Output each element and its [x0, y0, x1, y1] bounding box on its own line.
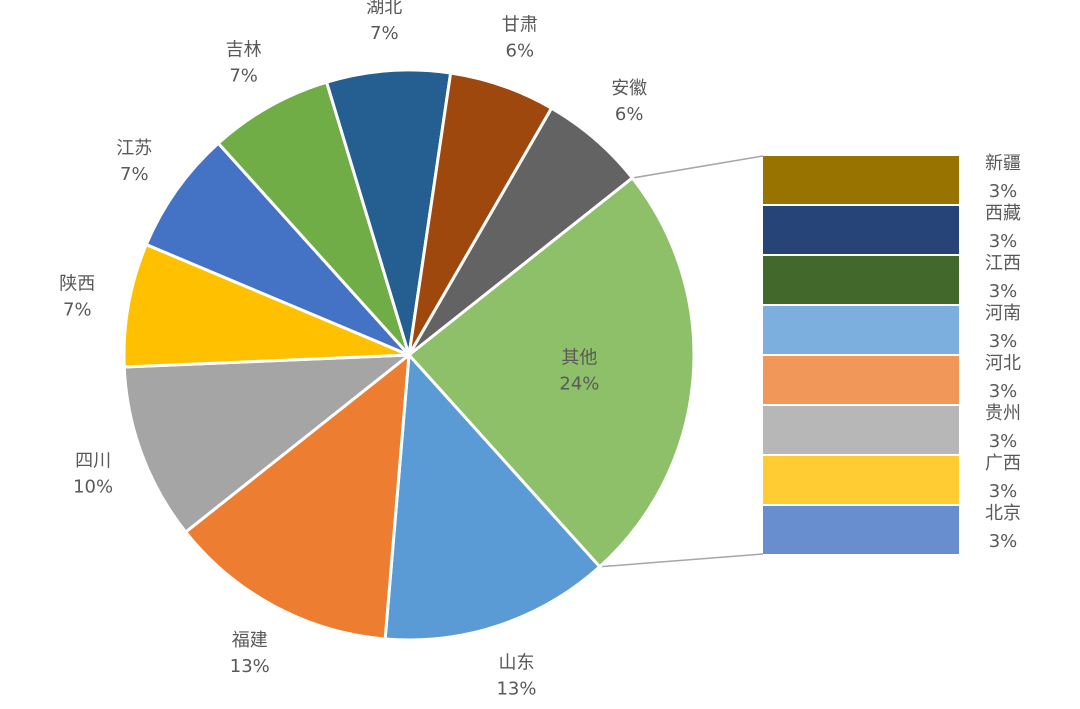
pie-slice-江苏 [144, 141, 411, 357]
bar-label-name: 贵州 [985, 403, 1021, 424]
pie-slice-吉林 [216, 80, 411, 357]
slice-label-name: 甘肃 [502, 15, 538, 36]
bar-segment-河北 [763, 356, 959, 404]
pie-slices [122, 68, 696, 642]
slice-label-name: 山东 [499, 652, 535, 673]
slice-label-name: 江苏 [116, 138, 152, 159]
bar-label-value: 3% [989, 431, 1018, 452]
other-breakdown-bar [763, 156, 959, 554]
slice-label-name: 其他 [561, 347, 597, 368]
bar-label-value: 3% [989, 331, 1018, 352]
bar-segment-江西 [763, 256, 959, 304]
slice-label-value: 24% [559, 373, 599, 394]
pie-slice-四川 [122, 353, 414, 535]
bar-segment-新疆 [763, 156, 959, 204]
slice-label-value: 13% [230, 656, 270, 677]
bar-label-name: 北京 [985, 503, 1021, 524]
slice-label-value: 7% [63, 299, 92, 320]
bar-segment-河南 [763, 306, 959, 354]
bar-label-name: 西藏 [985, 203, 1021, 224]
slice-label-value: 13% [496, 678, 536, 699]
pie-slice-福建 [183, 351, 411, 641]
bar-label-value: 3% [989, 531, 1018, 552]
bar-label-name: 广西 [985, 453, 1021, 474]
bar-label-name: 新疆 [985, 153, 1021, 174]
slice-label-value: 7% [229, 65, 258, 86]
slice-label-value: 6% [506, 41, 535, 62]
pie-slice-山东 [383, 351, 602, 642]
pie-slice-陕西 [122, 242, 410, 369]
slice-label-name: 吉林 [226, 39, 262, 60]
slice-label-name: 陕西 [59, 273, 95, 294]
pie-slice-湖北 [324, 68, 453, 356]
bar-label-name: 河北 [985, 353, 1021, 374]
slice-label-value: 7% [120, 164, 149, 185]
bar-label-value: 3% [989, 381, 1018, 402]
bar-segment-西藏 [763, 206, 959, 254]
slice-label-value: 10% [73, 477, 113, 498]
connector-line-top [632, 155, 764, 179]
slice-label-value: 7% [370, 23, 399, 44]
bar-label-value: 3% [989, 481, 1018, 502]
bar-segment-贵州 [763, 406, 959, 454]
slice-label-name: 湖北 [366, 0, 402, 18]
slice-label-name: 四川 [75, 451, 111, 472]
connector-lines [599, 155, 764, 568]
bar-label-name: 江西 [985, 253, 1021, 274]
bar-label-name: 河南 [985, 303, 1021, 324]
bar-label-value: 3% [989, 281, 1018, 302]
bar-label-value: 3% [989, 181, 1018, 202]
slice-label-name: 安徽 [611, 78, 647, 99]
slice-label-name: 福建 [232, 630, 268, 651]
bar-segment-北京 [763, 506, 959, 554]
data-labels: 安徽 6% 其他 24% 山东 13% 福建 13% 四川 10% 陕西 7% 江苏 7% 吉林 7% 湖北 7%… [59, 0, 1021, 699]
bar-segment-广西 [763, 456, 959, 504]
connector-line-bottom [599, 553, 764, 568]
bar-label-value: 3% [989, 231, 1018, 252]
pie-slice-其他 [406, 175, 696, 569]
slice-label-value: 6% [615, 104, 644, 125]
pie-slice-甘肃 [407, 71, 554, 356]
